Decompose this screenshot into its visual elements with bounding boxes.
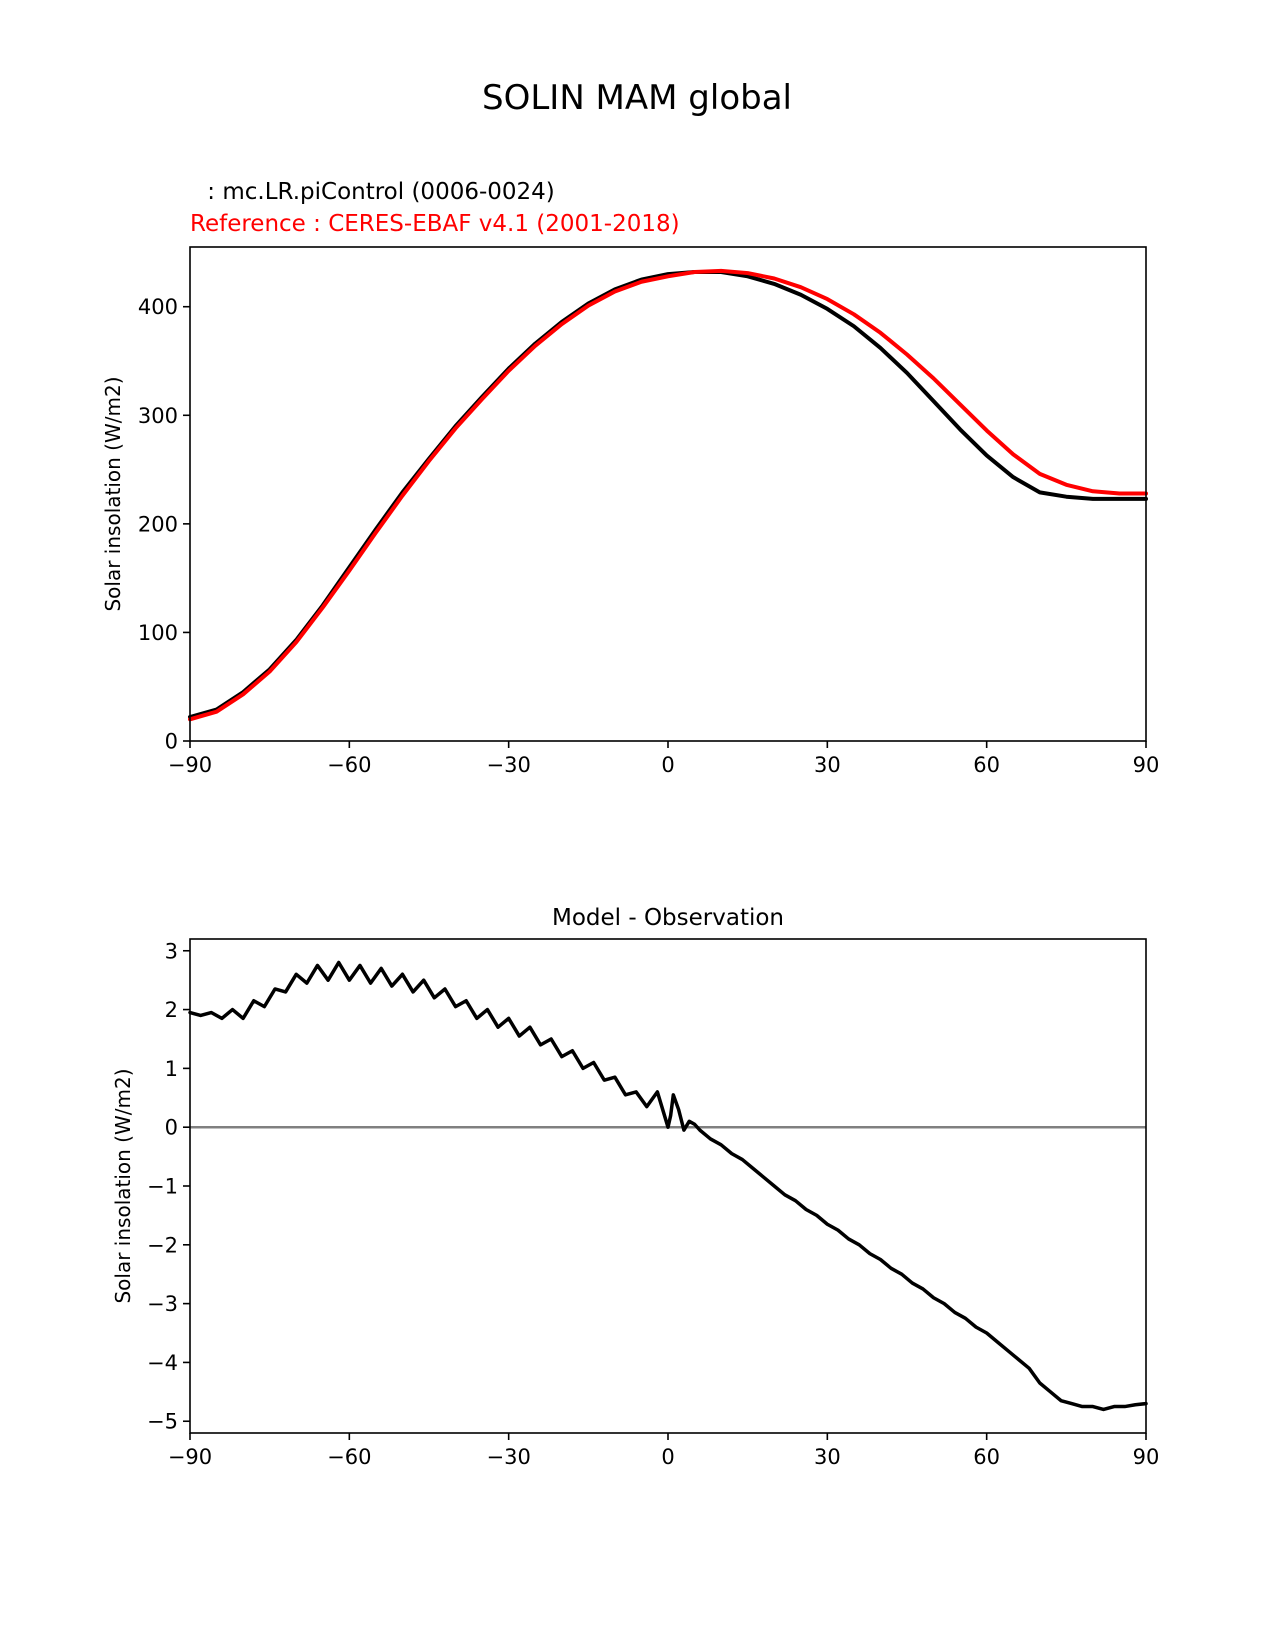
series-line-test [188, 269, 1148, 720]
x-tick-label: −90 [168, 753, 212, 777]
x-tick-label: 60 [973, 1445, 1000, 1469]
y-tick-label: 100 [138, 621, 178, 645]
y-axis-label: Solar insolation (W/m2) [111, 1068, 135, 1303]
panel-title: Model - Observation [552, 905, 784, 931]
x-tick-label: 90 [1133, 753, 1160, 777]
top-panel: −90 −60 −30 0 30 60 90 0 100 200 300 400 Solar insol… [101, 246, 1160, 777]
x-tick-label: 0 [661, 1445, 674, 1469]
x-tick-label: 60 [973, 753, 1000, 777]
x-tick-label: −90 [168, 1445, 212, 1469]
y-tick-label: −5 [147, 1410, 178, 1434]
x-tick-label: 90 [1133, 1445, 1160, 1469]
x-tick-label: 30 [814, 753, 841, 777]
y-tick-label: 0 [165, 1116, 178, 1140]
x-tick-label: 30 [814, 1445, 841, 1469]
y-tick-label: −1 [147, 1175, 178, 1199]
y-tick-label: 2 [165, 998, 178, 1022]
figure-title: SOLIN MAM global [482, 78, 792, 118]
x-tick-label: −30 [487, 1445, 531, 1469]
y-tick-label: 400 [138, 295, 178, 319]
test-label: : mc.LR.piControl (0006-0024) [200, 179, 555, 205]
y-tick-label: 0 [165, 730, 178, 754]
axes-frame [189, 938, 1147, 1434]
series-line-difference [188, 960, 1148, 1412]
y-tick-label: 200 [138, 512, 178, 536]
y-tick-label: −4 [147, 1351, 178, 1375]
x-tick-label: −60 [327, 1445, 371, 1469]
reference-label: Reference : CERES-EBAF v4.1 (2001-2018) [190, 211, 680, 237]
y-tick-label: −2 [147, 1233, 178, 1257]
y-tick-label: 3 [165, 939, 178, 963]
x-tick-label: −60 [327, 753, 371, 777]
x-tick-label: −30 [487, 753, 531, 777]
axes-frame [189, 246, 1147, 742]
series-line-reference [188, 268, 1148, 722]
y-tick-label: 1 [165, 1057, 178, 1081]
x-tick-label: 0 [661, 753, 674, 777]
y-tick-label: 300 [138, 404, 178, 428]
y-tick-label: −3 [147, 1292, 178, 1316]
bottom-panel: Model - Observation −90 −60 −30 0 30 60 90 3 2 1 0 −… [111, 905, 1159, 1469]
y-axis-label: Solar insolation (W/m2) [101, 376, 125, 611]
